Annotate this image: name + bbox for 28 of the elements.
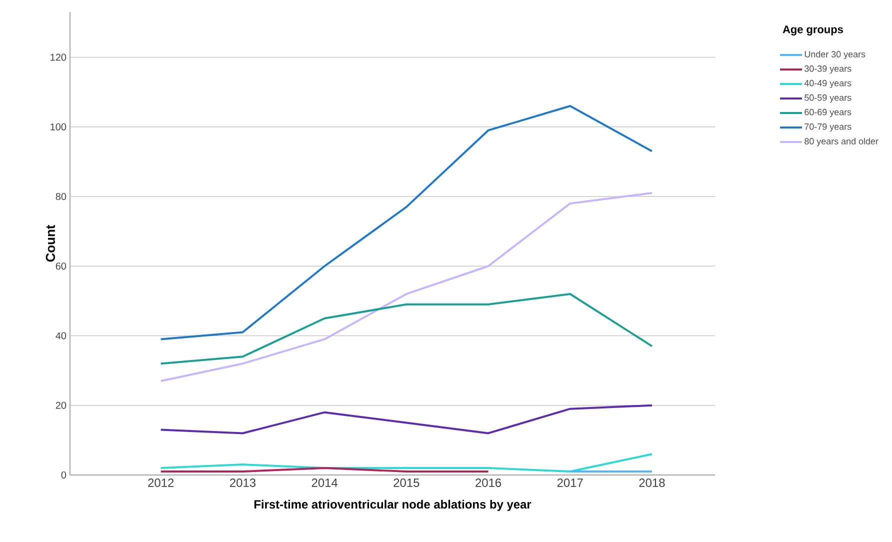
x-tick-label: 2018 (639, 478, 665, 487)
line-series (160, 104, 653, 340)
x-tick-label: 2012 (148, 478, 174, 487)
y-tick-label: 40 (56, 332, 66, 340)
x-tick-label: 2017 (557, 478, 583, 487)
y-tick-label: 20 (56, 402, 66, 409)
legend-label: 60-69 years (804, 108, 852, 118)
legend-label: 50-59 years (804, 94, 852, 103)
x-tick-label: 2014 (312, 478, 338, 487)
line-series (160, 292, 653, 365)
legend-label: 40-49 years (804, 80, 852, 88)
y-axis-title: Count (46, 224, 56, 262)
legend-label: 70-79 years (804, 123, 852, 132)
y-tick-label: 80 (56, 192, 66, 200)
x-tick-label: 2015 (394, 478, 420, 487)
y-tick-label: 100 (50, 123, 66, 130)
x-axis-title: First-time atrioventricular node ablations by year (254, 500, 532, 511)
legend-title: Age groups (782, 26, 843, 36)
x-tick-label: 2016 (476, 478, 502, 487)
y-tick-label: 120 (50, 54, 66, 61)
x-tick-label: 2013 (230, 478, 256, 487)
legend-label: Under 30 years (804, 50, 866, 60)
line-series (160, 404, 653, 434)
legend-label: 80 years and older (804, 138, 878, 146)
y-tick-label: 0 (61, 471, 66, 479)
y-tick-label: 60 (56, 262, 66, 270)
line-series (160, 192, 653, 382)
legend-label: 30-39 years (804, 65, 852, 74)
